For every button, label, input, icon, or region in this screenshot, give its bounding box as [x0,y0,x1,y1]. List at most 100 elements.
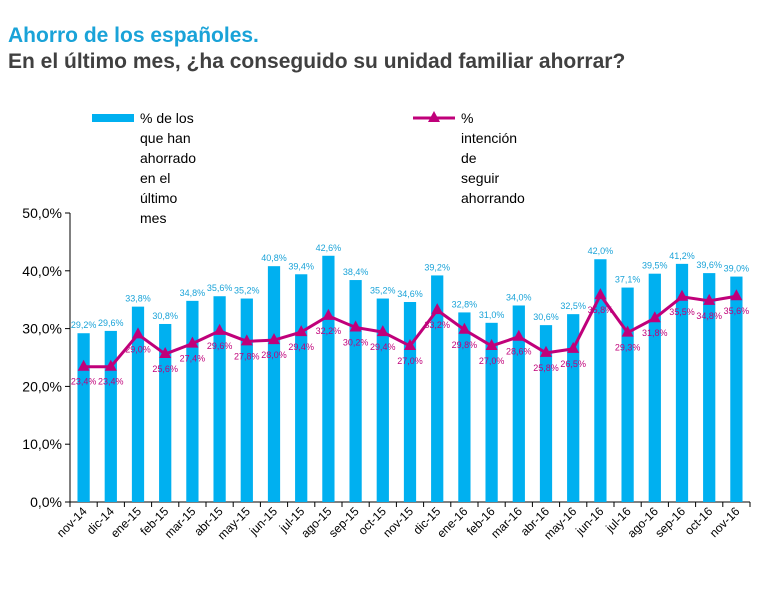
bar-data-label: 29,2% [71,320,97,330]
line-marker [322,308,335,320]
x-tick-label: sep-16 [652,504,688,540]
bar [730,276,743,502]
y-tick-label: 20,0% [22,378,62,394]
line-marker [77,359,90,371]
bar [403,302,417,502]
bar [349,280,362,502]
line-marker [512,329,525,341]
bar [213,296,226,502]
x-tick-label: jun-15 [246,504,280,538]
line-data-label: 23,4% [98,377,124,387]
line-data-label: 29,8% [452,340,478,350]
bar-data-label: 41,2% [669,251,695,261]
line-marker [431,303,444,315]
line-data-label: 35,5% [669,307,695,317]
bar-data-label: 37,1% [615,275,641,285]
line-data-label: 25,6% [152,364,178,374]
line-marker [376,325,389,337]
bar-data-label: 30,6% [533,312,559,322]
bar [267,266,281,502]
line-data-label: 27,0% [397,356,423,366]
x-tick-label: mar-16 [488,504,525,541]
line-data-label: 28,6% [506,347,532,357]
bar-data-label: 34,6% [397,289,423,299]
bar [648,273,661,502]
legend-line-label-line1: % intención de [461,110,518,166]
legend-bar-label-line2: ahorrado en el último mes [140,150,197,226]
x-tick-label: nov-15 [380,504,416,540]
legend-bar-label-line1: % de los que han [140,110,194,146]
line-marker [567,341,580,353]
bar-data-label: 42,0% [588,246,614,256]
line-data-label: 34,8% [696,311,722,321]
line-data-label: 29,4% [370,342,396,352]
line-marker [594,288,607,300]
line-data-label: 27,0% [479,356,505,366]
bar-data-label: 39,5% [642,261,668,271]
bar-data-label: 40,8% [261,253,287,263]
x-tick-label: jun-16 [572,504,606,538]
bar-data-label: 33,8% [125,294,151,304]
line-data-label: 25,8% [533,363,559,373]
bar-data-label: 34,8% [180,288,206,298]
bar-data-label: 32,5% [560,301,586,311]
x-tick-label: mar-15 [162,504,199,541]
line-data-label: 32,2% [316,326,342,336]
line-marker [349,320,362,332]
line-marker [132,327,144,339]
y-tick-label: 40,0% [22,263,62,279]
y-tick-label: 0,0% [30,494,62,510]
line-marker [268,333,280,345]
bar-data-label: 31,0% [479,310,505,320]
line-data-label: 31,8% [642,328,668,338]
line-data-label: 27,4% [180,354,206,364]
line-data-label: 30,2% [343,337,369,347]
bar-data-label: 29,6% [98,318,124,328]
bar-data-label: 30,8% [152,311,178,321]
line-data-label: 29,4% [288,342,314,352]
line-data-label: 26,5% [560,359,586,369]
legend-line-label: % intención de seguir ahorrando [461,108,525,208]
x-tick-label: ene-15 [108,504,145,541]
line-data-label: 35,6% [724,306,750,316]
y-tick-label: 50,0% [22,205,62,221]
y-tick-label: 30,0% [22,321,62,337]
y-tick-label: 10,0% [22,436,62,452]
bar [567,314,580,502]
line-marker [159,347,172,359]
line-data-label: 27,8% [234,351,260,361]
bar [703,273,716,502]
bar [131,306,145,502]
line-marker [240,334,253,346]
bar [458,312,471,502]
bar-data-label: 39,0% [724,264,750,274]
line-marker [186,336,199,348]
bar [104,330,117,502]
bar-data-label: 32,8% [452,299,478,309]
bar [621,287,634,502]
line-data-label: 33,2% [424,320,450,330]
bar [295,274,308,502]
bar [485,322,498,502]
line-marker [485,338,498,350]
x-tick-label: nov-16 [707,504,743,540]
bar-data-label: 38,4% [343,267,369,277]
x-tick-label: ago-16 [625,504,662,541]
line-data-label: 29,0% [125,344,151,354]
bar [594,259,607,502]
legend-bar-label: % de los que han ahorrado en el último m… [140,108,196,228]
bar-data-label: 35,2% [370,286,396,296]
line-marker [676,289,688,301]
line-marker [621,325,634,337]
legend-line-swatch [413,111,455,122]
line-data-label: 29,3% [615,343,641,353]
line-marker [458,322,471,334]
bar-data-label: 39,6% [696,260,722,270]
bar [322,255,335,502]
bar [675,263,689,502]
bar [159,323,172,502]
bar [431,275,444,502]
line-marker [295,325,308,337]
line-marker [104,359,117,371]
